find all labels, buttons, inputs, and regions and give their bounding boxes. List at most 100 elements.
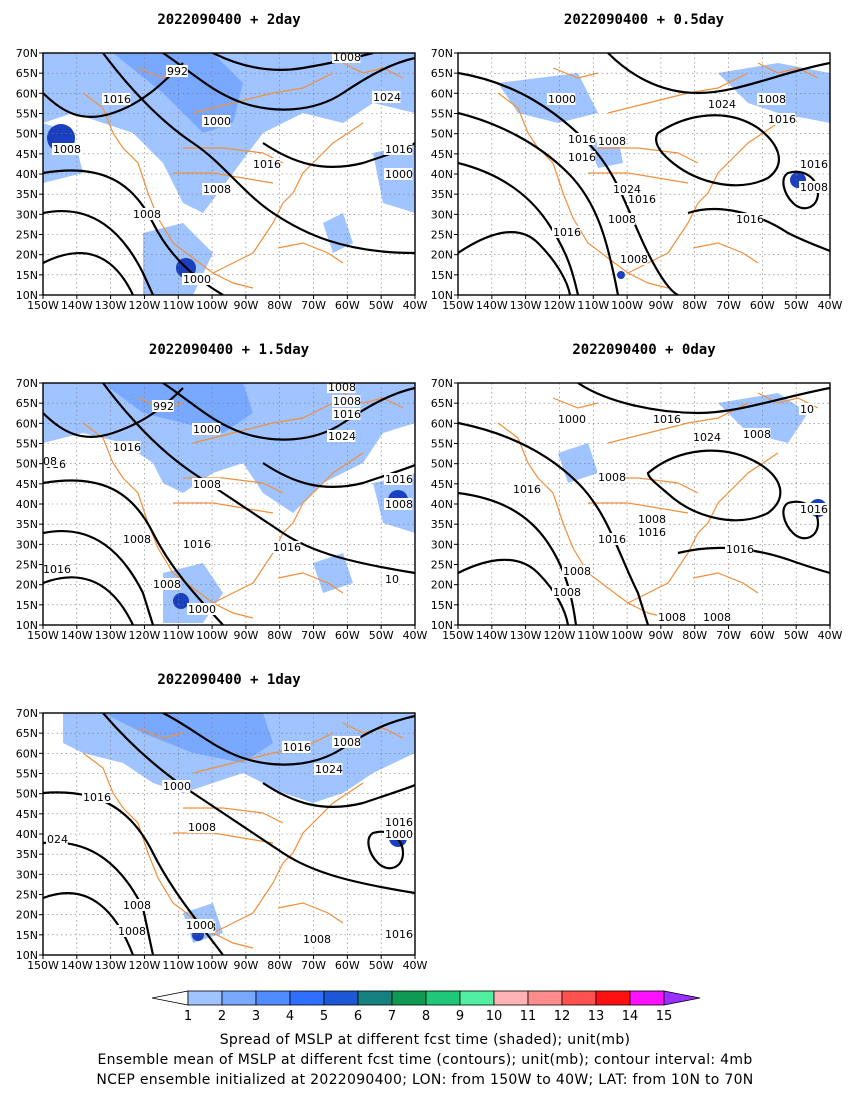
colorbar-box bbox=[391, 990, 427, 1006]
coastline bbox=[552, 67, 599, 79]
contour-label-bg bbox=[547, 93, 576, 105]
contour-label-bg bbox=[742, 428, 771, 440]
contour-label: 1008 bbox=[658, 611, 686, 624]
lat-tick-label: 60N bbox=[16, 87, 38, 100]
contour-label: 1008 bbox=[620, 253, 648, 266]
lat-tick-label: 45N bbox=[16, 478, 38, 491]
coastline bbox=[173, 502, 274, 514]
contour-label-bg bbox=[512, 483, 541, 495]
colorbar-box bbox=[221, 990, 257, 1006]
lon-tick-label: 140W bbox=[61, 629, 93, 642]
lat-tick-label: 30N bbox=[431, 538, 453, 551]
isobar-contour bbox=[458, 231, 572, 295]
isobar-contour bbox=[458, 161, 580, 295]
lon-tick-label: 80W bbox=[267, 959, 292, 972]
contour-label-bg bbox=[166, 65, 188, 77]
colorbar-label: 10 bbox=[486, 1009, 503, 1024]
contour-label: 1008 bbox=[703, 611, 731, 624]
colorbar-box bbox=[255, 990, 291, 1006]
isobar-contour bbox=[458, 491, 578, 625]
coastline bbox=[82, 752, 254, 949]
coastline bbox=[82, 422, 254, 619]
contour-label-bg bbox=[272, 541, 301, 553]
contour-label: 1016 bbox=[553, 226, 581, 239]
spread-shading bbox=[323, 213, 353, 253]
lat-tick-label: 25N bbox=[16, 889, 38, 902]
lat-tick-label: 70N bbox=[431, 47, 453, 60]
lon-tick-label: 130W bbox=[95, 959, 127, 972]
lon-tick-label: 150W bbox=[27, 629, 59, 642]
lat-tick-label: 30N bbox=[16, 868, 38, 881]
lon-tick-label: 60W bbox=[750, 629, 775, 642]
contour-label: 1008 bbox=[385, 498, 413, 511]
lat-tick-label: 30N bbox=[16, 208, 38, 221]
contour-label: 1008 bbox=[553, 586, 581, 599]
contour-label: 1016 bbox=[513, 483, 541, 496]
lon-tick-label: 120W bbox=[544, 629, 576, 642]
coastline bbox=[173, 172, 274, 184]
contour-label: 08 bbox=[43, 455, 57, 468]
contour-label-bg bbox=[652, 413, 681, 425]
contour-label-bg bbox=[619, 253, 648, 265]
lon-tick-label: 70W bbox=[716, 629, 741, 642]
isobar-contour bbox=[43, 251, 134, 295]
contour-label: 1016 bbox=[653, 413, 681, 426]
lon-tick-label: 90W bbox=[648, 629, 673, 642]
lat-tick-label: 65N bbox=[16, 727, 38, 740]
contour-label-bg bbox=[372, 91, 401, 103]
contour-label-bg bbox=[202, 183, 231, 195]
contour-label: 1024 bbox=[693, 431, 721, 444]
contour-label-bg bbox=[799, 503, 828, 515]
contour-label: 1016 bbox=[726, 543, 754, 556]
lat-tick-label: 20N bbox=[431, 249, 453, 262]
lat-tick-label: 20N bbox=[16, 579, 38, 592]
lon-tick-label: 60W bbox=[750, 299, 775, 312]
lon-tick-label: 80W bbox=[267, 299, 292, 312]
contour-label: 1016 bbox=[568, 133, 596, 146]
lon-tick-label: 100W bbox=[196, 959, 228, 972]
contour-label: 1016 bbox=[385, 473, 413, 486]
lat-tick-label: 10N bbox=[16, 289, 38, 302]
contour-label-bg bbox=[607, 213, 636, 225]
contour-label: 10 bbox=[385, 573, 399, 586]
lat-tick-label: 25N bbox=[431, 229, 453, 242]
spread-shading bbox=[313, 553, 353, 593]
lon-tick-label: 110W bbox=[577, 299, 609, 312]
spread-shading bbox=[103, 713, 273, 763]
contour-label-bg bbox=[657, 611, 686, 623]
contour-label-bg bbox=[384, 828, 413, 840]
lat-tick-label: 45N bbox=[431, 148, 453, 161]
lat-tick-label: 20N bbox=[16, 909, 38, 922]
contour-label: 992 bbox=[167, 65, 188, 78]
isobar-contour bbox=[458, 111, 620, 295]
lon-tick-label: 110W bbox=[577, 629, 609, 642]
lat-tick-label: 35N bbox=[431, 518, 453, 531]
coastline bbox=[497, 92, 669, 289]
lat-tick-label: 20N bbox=[431, 579, 453, 592]
lat-tick-label: 65N bbox=[431, 397, 453, 410]
contour-label-bg bbox=[757, 93, 786, 105]
coastline bbox=[212, 122, 364, 274]
coastline bbox=[497, 422, 669, 619]
contour-label: 1008 bbox=[53, 143, 81, 156]
lat-tick-label: 50N bbox=[16, 788, 38, 801]
lon-tick-label: 120W bbox=[129, 299, 161, 312]
coastline bbox=[627, 122, 779, 274]
contour-label-bg bbox=[384, 928, 413, 940]
caption-line-1: Spread of MSLP at different fcst time (s… bbox=[219, 1032, 631, 1048]
isobar-contour bbox=[687, 207, 830, 253]
lon-tick-label: 70W bbox=[301, 959, 326, 972]
lat-tick-label: 40N bbox=[16, 168, 38, 181]
lon-tick-label: 90W bbox=[648, 299, 673, 312]
contour-label-bg bbox=[122, 533, 151, 545]
contour-label-bg bbox=[612, 183, 641, 195]
panel-title-1day: 2022090400 + 1day bbox=[157, 672, 301, 688]
contour-label: 1008 bbox=[598, 135, 626, 148]
caption-line-2: Ensemble mean of MSLP at different fcst … bbox=[97, 1052, 753, 1068]
colorbar-label: 3 bbox=[252, 1009, 260, 1024]
lat-tick-label: 65N bbox=[16, 397, 38, 410]
contour-label: 1008 bbox=[608, 213, 636, 226]
contour-label: 1000 bbox=[385, 168, 413, 181]
coastline bbox=[588, 172, 689, 184]
